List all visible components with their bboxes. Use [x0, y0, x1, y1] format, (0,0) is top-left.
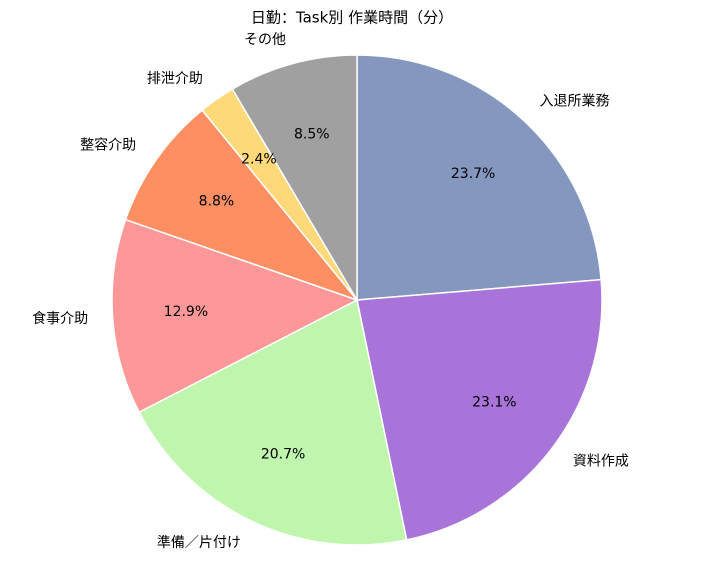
pie-slice: [111, 218, 359, 414]
pie-slice: [138, 298, 408, 546]
data-label: 8.5%: [294, 127, 330, 143]
chart-title: 日勤：Task別 作業時間（分）: [251, 9, 453, 27]
pie-slice: [356, 54, 602, 301]
data-label: 12.9%: [164, 304, 208, 320]
data-label: 23.1%: [472, 395, 516, 411]
category-label: その他: [244, 32, 286, 48]
category-label: 資料作成: [573, 453, 629, 469]
pie-slice: [124, 109, 360, 302]
pie-slice: [231, 54, 358, 303]
data-label: 20.7%: [261, 447, 305, 463]
pie-slice: [356, 278, 603, 541]
data-label: 2.4%: [241, 151, 277, 167]
category-label: 入退所業務: [539, 94, 609, 110]
category-label: 準備／片付け: [157, 535, 241, 551]
category-label: 整容介助: [80, 137, 136, 154]
data-label: 23.7%: [451, 166, 495, 182]
data-label: 8.8%: [199, 194, 235, 210]
category-label: 食事介助: [32, 310, 88, 327]
category-label: 排泄介助: [147, 71, 203, 87]
